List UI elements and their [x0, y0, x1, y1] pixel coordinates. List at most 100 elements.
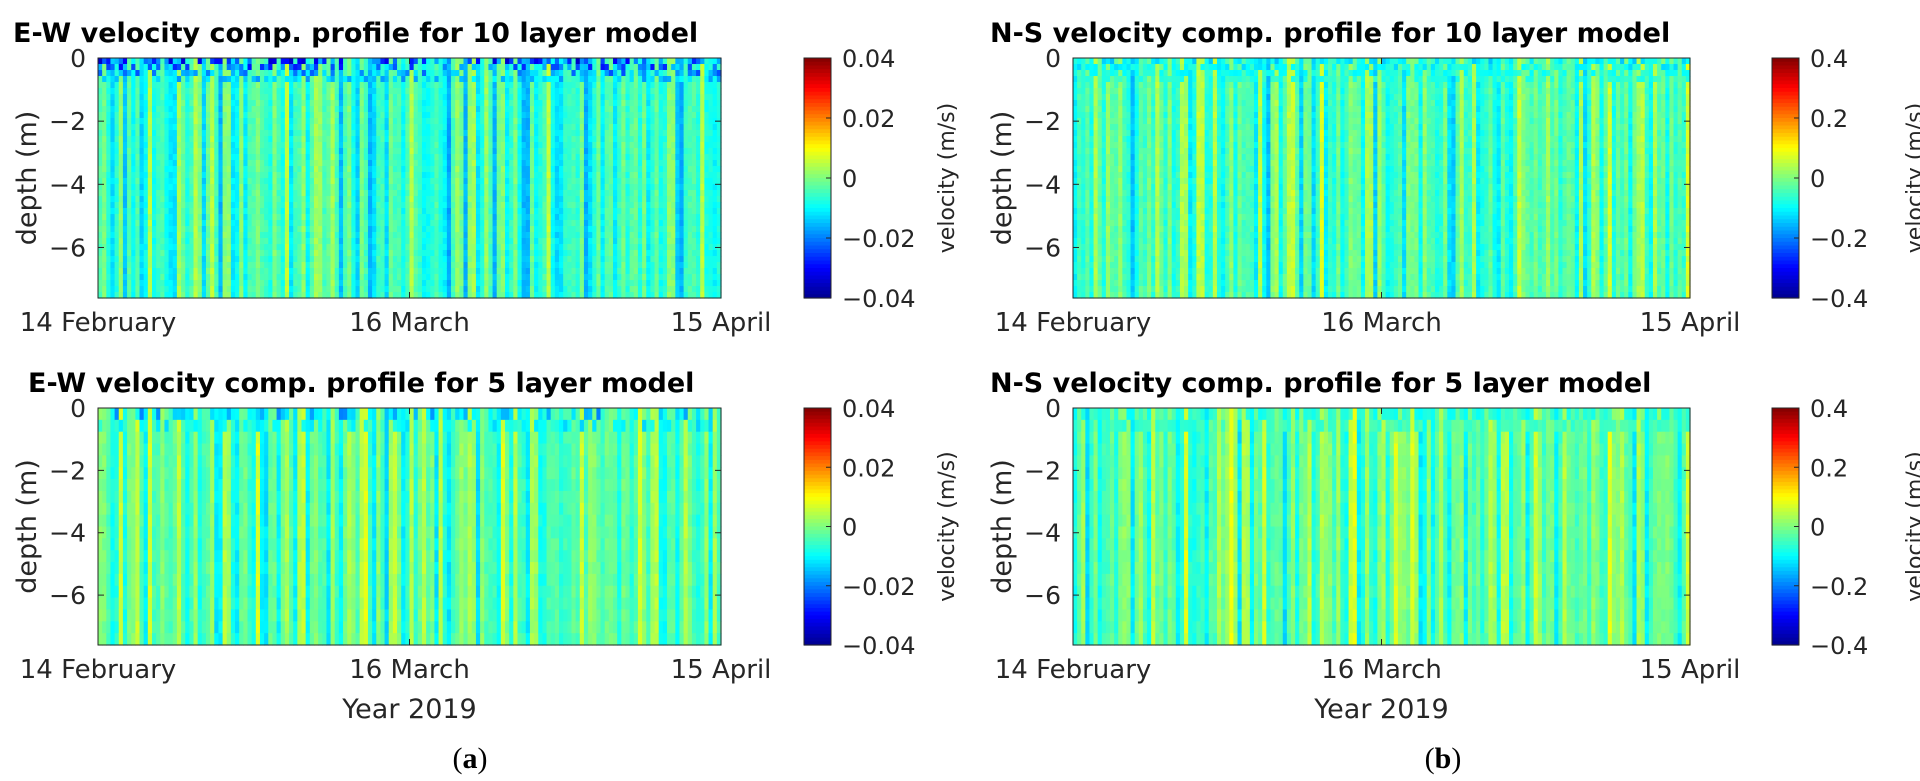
- heatmap-cell: [442, 166, 448, 173]
- heatmap-cell: [322, 154, 328, 161]
- heatmap-cell: [592, 250, 597, 257]
- heatmap-cell: [143, 190, 149, 197]
- heatmap-cell: [384, 148, 390, 155]
- heatmap-cell: [471, 274, 477, 281]
- heatmap-cell: [384, 58, 390, 65]
- heatmap-cell: [210, 202, 215, 209]
- heatmap-cell: [313, 238, 319, 245]
- heatmap-cell: [272, 262, 278, 269]
- heatmap-cell: [521, 214, 527, 221]
- heatmap-cell: [226, 148, 232, 155]
- heatmap-cell: [529, 238, 535, 245]
- heatmap-cell: [297, 226, 303, 233]
- heatmap-cell: [388, 286, 394, 293]
- heatmap-cell: [451, 64, 456, 71]
- heatmap-cell: [592, 274, 597, 281]
- heatmap-cell: [401, 166, 406, 173]
- heatmap-cell: [247, 292, 253, 299]
- heatmap-cell: [500, 106, 506, 113]
- heatmap-cell: [455, 274, 460, 281]
- heatmap-cell: [376, 286, 382, 293]
- heatmap-cell: [338, 184, 344, 191]
- heatmap-cell: [392, 202, 398, 209]
- heatmap-cell: [372, 244, 377, 251]
- heatmap-cell: [600, 64, 606, 71]
- heatmap-cell: [488, 118, 494, 125]
- heatmap-cell: [297, 88, 303, 95]
- heatmap-cell: [313, 94, 319, 101]
- heatmap-cell: [559, 226, 564, 233]
- heatmap-cell: [517, 64, 523, 71]
- heatmap-cell: [334, 172, 340, 179]
- heatmap-cell: [293, 136, 298, 143]
- heatmap-cell: [118, 118, 124, 125]
- heatmap-cell: [193, 232, 199, 239]
- heatmap-cell: [413, 214, 419, 221]
- heatmap-cell: [322, 148, 328, 155]
- heatmap-cell: [255, 160, 261, 167]
- heatmap-cell: [268, 94, 274, 101]
- heatmap-cell: [459, 64, 465, 71]
- heatmap-cell: [376, 190, 382, 197]
- heatmap-cell: [193, 196, 199, 203]
- heatmap-cell: [550, 166, 556, 173]
- heatmap-cell: [280, 268, 286, 275]
- heatmap-cell: [106, 274, 112, 281]
- heatmap-cell: [189, 64, 195, 71]
- heatmap-cell: [201, 232, 207, 239]
- heatmap-cell: [517, 268, 523, 275]
- heatmap-cell: [583, 112, 589, 119]
- heatmap-cell: [351, 208, 357, 215]
- heatmap-cell: [405, 268, 411, 275]
- heatmap-cell: [442, 226, 448, 233]
- heatmap-cell: [542, 70, 548, 77]
- heatmap-cell: [343, 106, 348, 113]
- heatmap-cell: [475, 190, 481, 197]
- heatmap-cell: [517, 244, 523, 251]
- heatmap-cell: [459, 178, 465, 185]
- heatmap-cell: [164, 118, 170, 125]
- heatmap-cell: [226, 112, 232, 119]
- heatmap-cell: [567, 142, 573, 149]
- heatmap-cell: [214, 118, 220, 125]
- heatmap-cell: [156, 76, 161, 83]
- heatmap-cell: [463, 196, 469, 203]
- heatmap-cell: [583, 280, 589, 287]
- heatmap-cell: [247, 82, 253, 89]
- heatmap-cell: [280, 82, 286, 89]
- heatmap-cell: [492, 190, 498, 197]
- heatmap-cell: [517, 106, 523, 113]
- heatmap-cell: [255, 64, 261, 71]
- heatmap-cell: [451, 190, 456, 197]
- heatmap-cell: [135, 292, 141, 299]
- heatmap-cell: [176, 142, 182, 149]
- heatmap-cell: [330, 106, 336, 113]
- heatmap-cell: [471, 118, 477, 125]
- heatmap-cell: [214, 178, 220, 185]
- heatmap-cell: [355, 64, 361, 71]
- heatmap-cell: [488, 88, 494, 95]
- heatmap-cell: [604, 178, 610, 185]
- heatmap-cell: [567, 148, 573, 155]
- heatmap-cell: [293, 94, 298, 101]
- heatmap-cell: [421, 124, 427, 131]
- heatmap-cell: [559, 112, 564, 119]
- heatmap-cell: [550, 142, 556, 149]
- heatmap-cell: [338, 118, 344, 125]
- heatmap-cell: [193, 94, 199, 101]
- heatmap-cell: [185, 142, 190, 149]
- heatmap-cell: [106, 64, 112, 71]
- heatmap-cell: [563, 166, 568, 173]
- heatmap-cell: [426, 214, 431, 221]
- heatmap-cell: [168, 292, 174, 299]
- heatmap-cell: [442, 202, 448, 209]
- heatmap-cell: [313, 160, 319, 167]
- heatmap-cell: [351, 172, 357, 179]
- heatmap-cell: [546, 244, 552, 251]
- heatmap-cell: [338, 166, 344, 173]
- heatmap-cell: [509, 226, 514, 233]
- heatmap-cell: [571, 112, 577, 119]
- heatmap-cell: [106, 100, 112, 107]
- heatmap-cell: [463, 238, 469, 245]
- heatmap-cell: [214, 172, 220, 179]
